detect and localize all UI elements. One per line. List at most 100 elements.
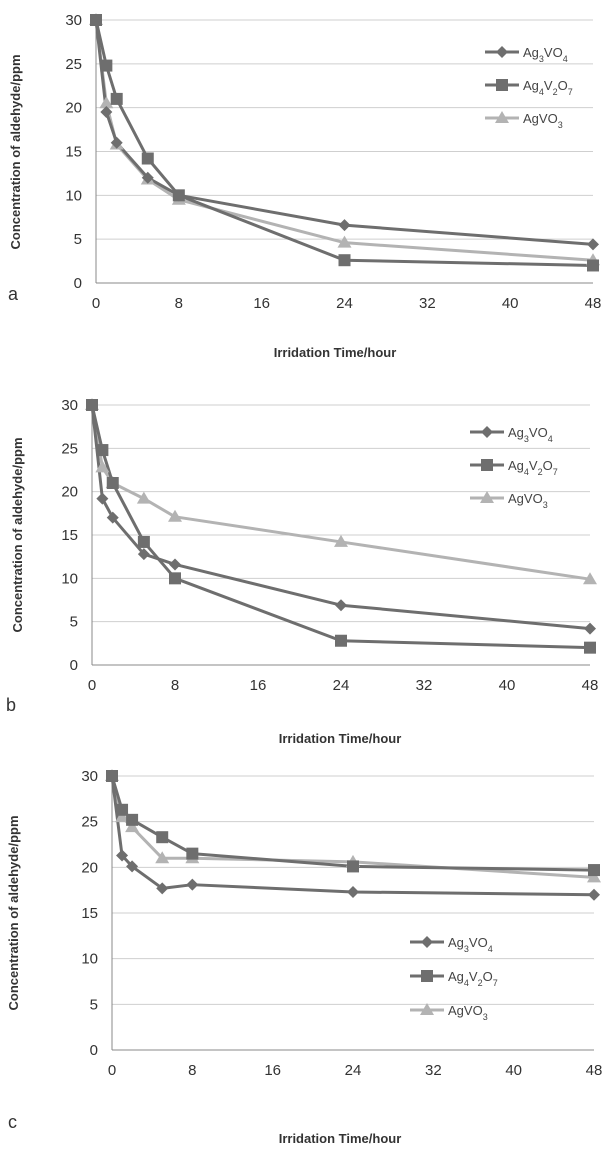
data-point-square [338, 254, 351, 267]
panel-letter: b [6, 695, 16, 715]
y-tick-label: 30 [81, 768, 98, 785]
legend-marker-triangle [495, 111, 509, 123]
x-tick-label: 40 [505, 1062, 522, 1079]
data-point-diamond [116, 849, 129, 862]
y-tick-label: 25 [65, 56, 82, 73]
data-point-square [106, 770, 118, 782]
x-tick-label: 32 [416, 677, 433, 694]
y-tick-label: 10 [81, 951, 98, 968]
data-point-triangle [125, 820, 140, 833]
data-point-triangle [587, 870, 601, 883]
panel-letter: a [8, 284, 19, 304]
legend-marker-diamond [481, 426, 493, 438]
legend-label: Ag3VO4 [508, 425, 553, 444]
legend-marker-diamond [421, 936, 433, 948]
panel-letter: c [8, 1112, 17, 1132]
x-tick-label: 32 [419, 295, 436, 312]
series-line-diamond [110, 775, 595, 897]
data-point-triangle [136, 491, 151, 504]
legend-marker-triangle [420, 1003, 434, 1015]
x-tick-label: 0 [92, 295, 100, 312]
y-tick-label: 0 [90, 1042, 98, 1059]
data-point-diamond [96, 492, 109, 505]
x-tick-label: 48 [582, 677, 599, 694]
y-tick-label: 25 [81, 814, 98, 831]
y-tick-label: 10 [61, 570, 78, 587]
x-tick-label: 24 [336, 295, 353, 312]
x-tick-label: 48 [585, 295, 602, 312]
data-point-square [186, 847, 199, 860]
data-point-diamond [141, 171, 154, 184]
data-point-square [86, 399, 98, 411]
y-tick-label: 15 [61, 527, 78, 544]
x-tick-label: 40 [502, 295, 519, 312]
y-tick-label: 20 [65, 100, 82, 117]
x-tick-label: 40 [499, 677, 516, 694]
y-tick-label: 5 [90, 996, 98, 1013]
x-tick-label: 48 [586, 1062, 603, 1079]
y-tick-label: 20 [61, 484, 78, 501]
x-tick-label: 0 [108, 1062, 116, 1079]
data-point-diamond [100, 106, 113, 119]
data-point-square [96, 444, 109, 457]
legend-label: Ag3VO4 [448, 935, 493, 954]
data-point-square [90, 14, 102, 26]
data-point-triangle [99, 96, 114, 109]
data-point-square [588, 864, 600, 877]
y-tick-label: 20 [81, 859, 98, 876]
data-point-square [141, 152, 154, 165]
x-tick-label: 24 [345, 1062, 362, 1079]
legend-marker-square [481, 459, 493, 471]
data-point-diamond [126, 860, 139, 873]
data-point-diamond [338, 219, 351, 232]
legend-label: AgVO3 [523, 111, 563, 130]
chart-panel-b: 0 5 10 15 20 25 30 0 8 16 24 32 40 48 Irridation Time/… [0, 380, 605, 755]
x-tick-label: 16 [250, 677, 267, 694]
legend-marker-square [421, 970, 433, 982]
x-tick-label: 8 [175, 295, 183, 312]
legend-label: AgVO3 [448, 1003, 488, 1022]
data-point-diamond [347, 885, 359, 898]
y-axis-title: Concentration of aldehyde/ppm [8, 54, 23, 249]
x-tick-label: 24 [333, 677, 350, 694]
series-line-square [90, 404, 591, 650]
data-point-diamond [588, 888, 600, 901]
x-tick-label: 32 [425, 1062, 442, 1079]
data-point-triangle [155, 851, 170, 864]
data-point-diamond [587, 238, 599, 251]
x-axis-title: Irridation Time/hour [279, 1131, 402, 1146]
x-tick-label: 8 [171, 677, 179, 694]
chart-panel-c: 0 5 10 15 20 25 30 0 8 16 24 32 40 48 Irridation Time/… [0, 765, 605, 1149]
x-tick-label: 16 [264, 1062, 281, 1079]
data-point-square [172, 189, 185, 202]
legend-label: AgVO3 [508, 491, 548, 510]
data-point-diamond [169, 558, 181, 571]
y-tick-label: 5 [74, 231, 82, 248]
data-point-square [106, 477, 119, 489]
y-tick-label: 30 [61, 397, 78, 414]
x-axis-title: Irridation Time/hour [279, 731, 402, 746]
data-point-triangle [583, 572, 597, 585]
x-tick-label: 0 [88, 677, 96, 694]
y-axis-title: Concentration of aldehyde/ppm [10, 437, 25, 632]
data-point-triangle [168, 509, 182, 522]
legend-marker-square [496, 79, 508, 91]
legend-marker-diamond [496, 46, 508, 58]
y-tick-label: 10 [65, 187, 82, 204]
data-point-triangle [334, 534, 348, 547]
data-point-square [587, 259, 599, 272]
chart-panel-a: 0 5 10 15 20 25 30 0 8 16 24 32 40 48 Irridation Time/… [0, 0, 605, 372]
data-point-square [137, 535, 150, 548]
legend-label: Ag4V2O7 [448, 969, 498, 988]
data-point-diamond [110, 136, 123, 149]
chart-c-svg: 0 5 10 15 20 25 30 0 8 16 24 32 40 48 Irridation Time/… [6, 768, 603, 1146]
data-point-square [100, 59, 113, 72]
data-point-diamond [186, 878, 199, 891]
y-tick-label: 5 [70, 614, 78, 631]
data-point-square [156, 831, 169, 844]
data-point-triangle [337, 235, 352, 248]
data-point-square [584, 641, 596, 654]
x-tick-label: 16 [253, 295, 270, 312]
y-tick-label: 0 [74, 275, 82, 292]
data-point-triangle [95, 460, 110, 473]
